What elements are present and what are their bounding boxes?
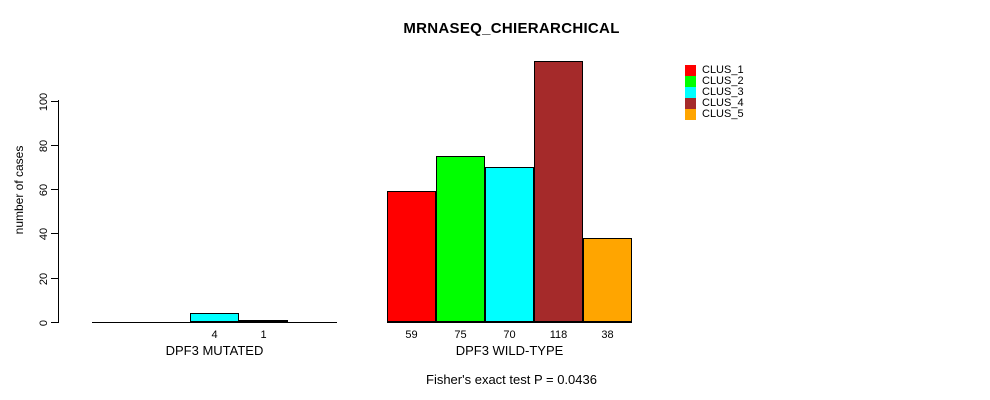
y-axis-tick-label: 60 <box>38 183 50 196</box>
legend-swatch-clus_3 <box>685 87 696 98</box>
bar-value-label: 70 <box>503 329 516 341</box>
y-axis-tick-label: 40 <box>38 227 50 240</box>
legend-label: CLUS_2 <box>702 75 744 87</box>
x-group-label-dpf3-mutated: DPF3 MUTATED <box>165 343 264 358</box>
footnote: Fisher's exact test P = 0.0436 <box>426 372 597 387</box>
bar-clus_1 <box>387 191 436 322</box>
x-axis-baseline <box>92 322 337 323</box>
y-axis-tick-label: 80 <box>38 139 50 152</box>
legend-swatch-clus_5 <box>685 109 696 120</box>
y-axis-tick-label: 20 <box>38 272 50 285</box>
bar-value-label: 75 <box>454 329 467 341</box>
x-axis-baseline <box>387 322 632 323</box>
bar-value-label: 118 <box>549 329 568 341</box>
legend-swatch-clus_4 <box>685 98 696 109</box>
bar-value-label: 38 <box>601 329 614 341</box>
bar-clus_3 <box>485 167 534 322</box>
legend-item: CLUS_2 <box>685 76 744 87</box>
bar-value-label: 1 <box>260 329 267 341</box>
y-axis-label: number of cases <box>12 145 26 235</box>
legend: CLUS_1 CLUS_2 CLUS_3 CLUS_4 CLUS_5 <box>685 65 744 120</box>
bar-clus_4 <box>534 61 583 322</box>
y-axis-tick <box>51 145 58 146</box>
y-axis-tick <box>51 278 58 279</box>
legend-label: CLUS_3 <box>702 86 744 98</box>
bar-clus_3 <box>190 313 239 322</box>
bar-value-label: 4 <box>211 329 218 341</box>
y-axis-tick-label: 100 <box>38 92 50 111</box>
legend-item: CLUS_3 <box>685 87 744 98</box>
legend-item: CLUS_5 <box>685 109 744 120</box>
y-axis-tick <box>51 189 58 190</box>
bar-value-label: 59 <box>405 329 418 341</box>
bar-clus_4 <box>239 320 288 322</box>
y-axis-tick-label: 0 <box>38 319 50 326</box>
y-axis-tick <box>51 101 58 102</box>
legend-item: CLUS_1 <box>685 65 744 76</box>
bar-clus_2 <box>436 156 485 322</box>
legend-swatch-clus_2 <box>685 76 696 87</box>
chart-title: MRNASEQ_CHIERARCHICAL <box>403 20 620 37</box>
legend-label: CLUS_4 <box>702 97 744 109</box>
legend-item: CLUS_4 <box>685 98 744 109</box>
y-axis-tick <box>51 233 58 234</box>
legend-label: CLUS_1 <box>702 64 744 76</box>
y-axis-tick <box>51 322 58 323</box>
legend-label: CLUS_5 <box>702 108 744 120</box>
y-axis-line <box>58 100 59 323</box>
x-group-label-dpf3-wild-type: DPF3 WILD-TYPE <box>455 343 564 358</box>
bar-clus_5 <box>583 238 632 322</box>
legend-swatch-clus_1 <box>685 65 696 76</box>
